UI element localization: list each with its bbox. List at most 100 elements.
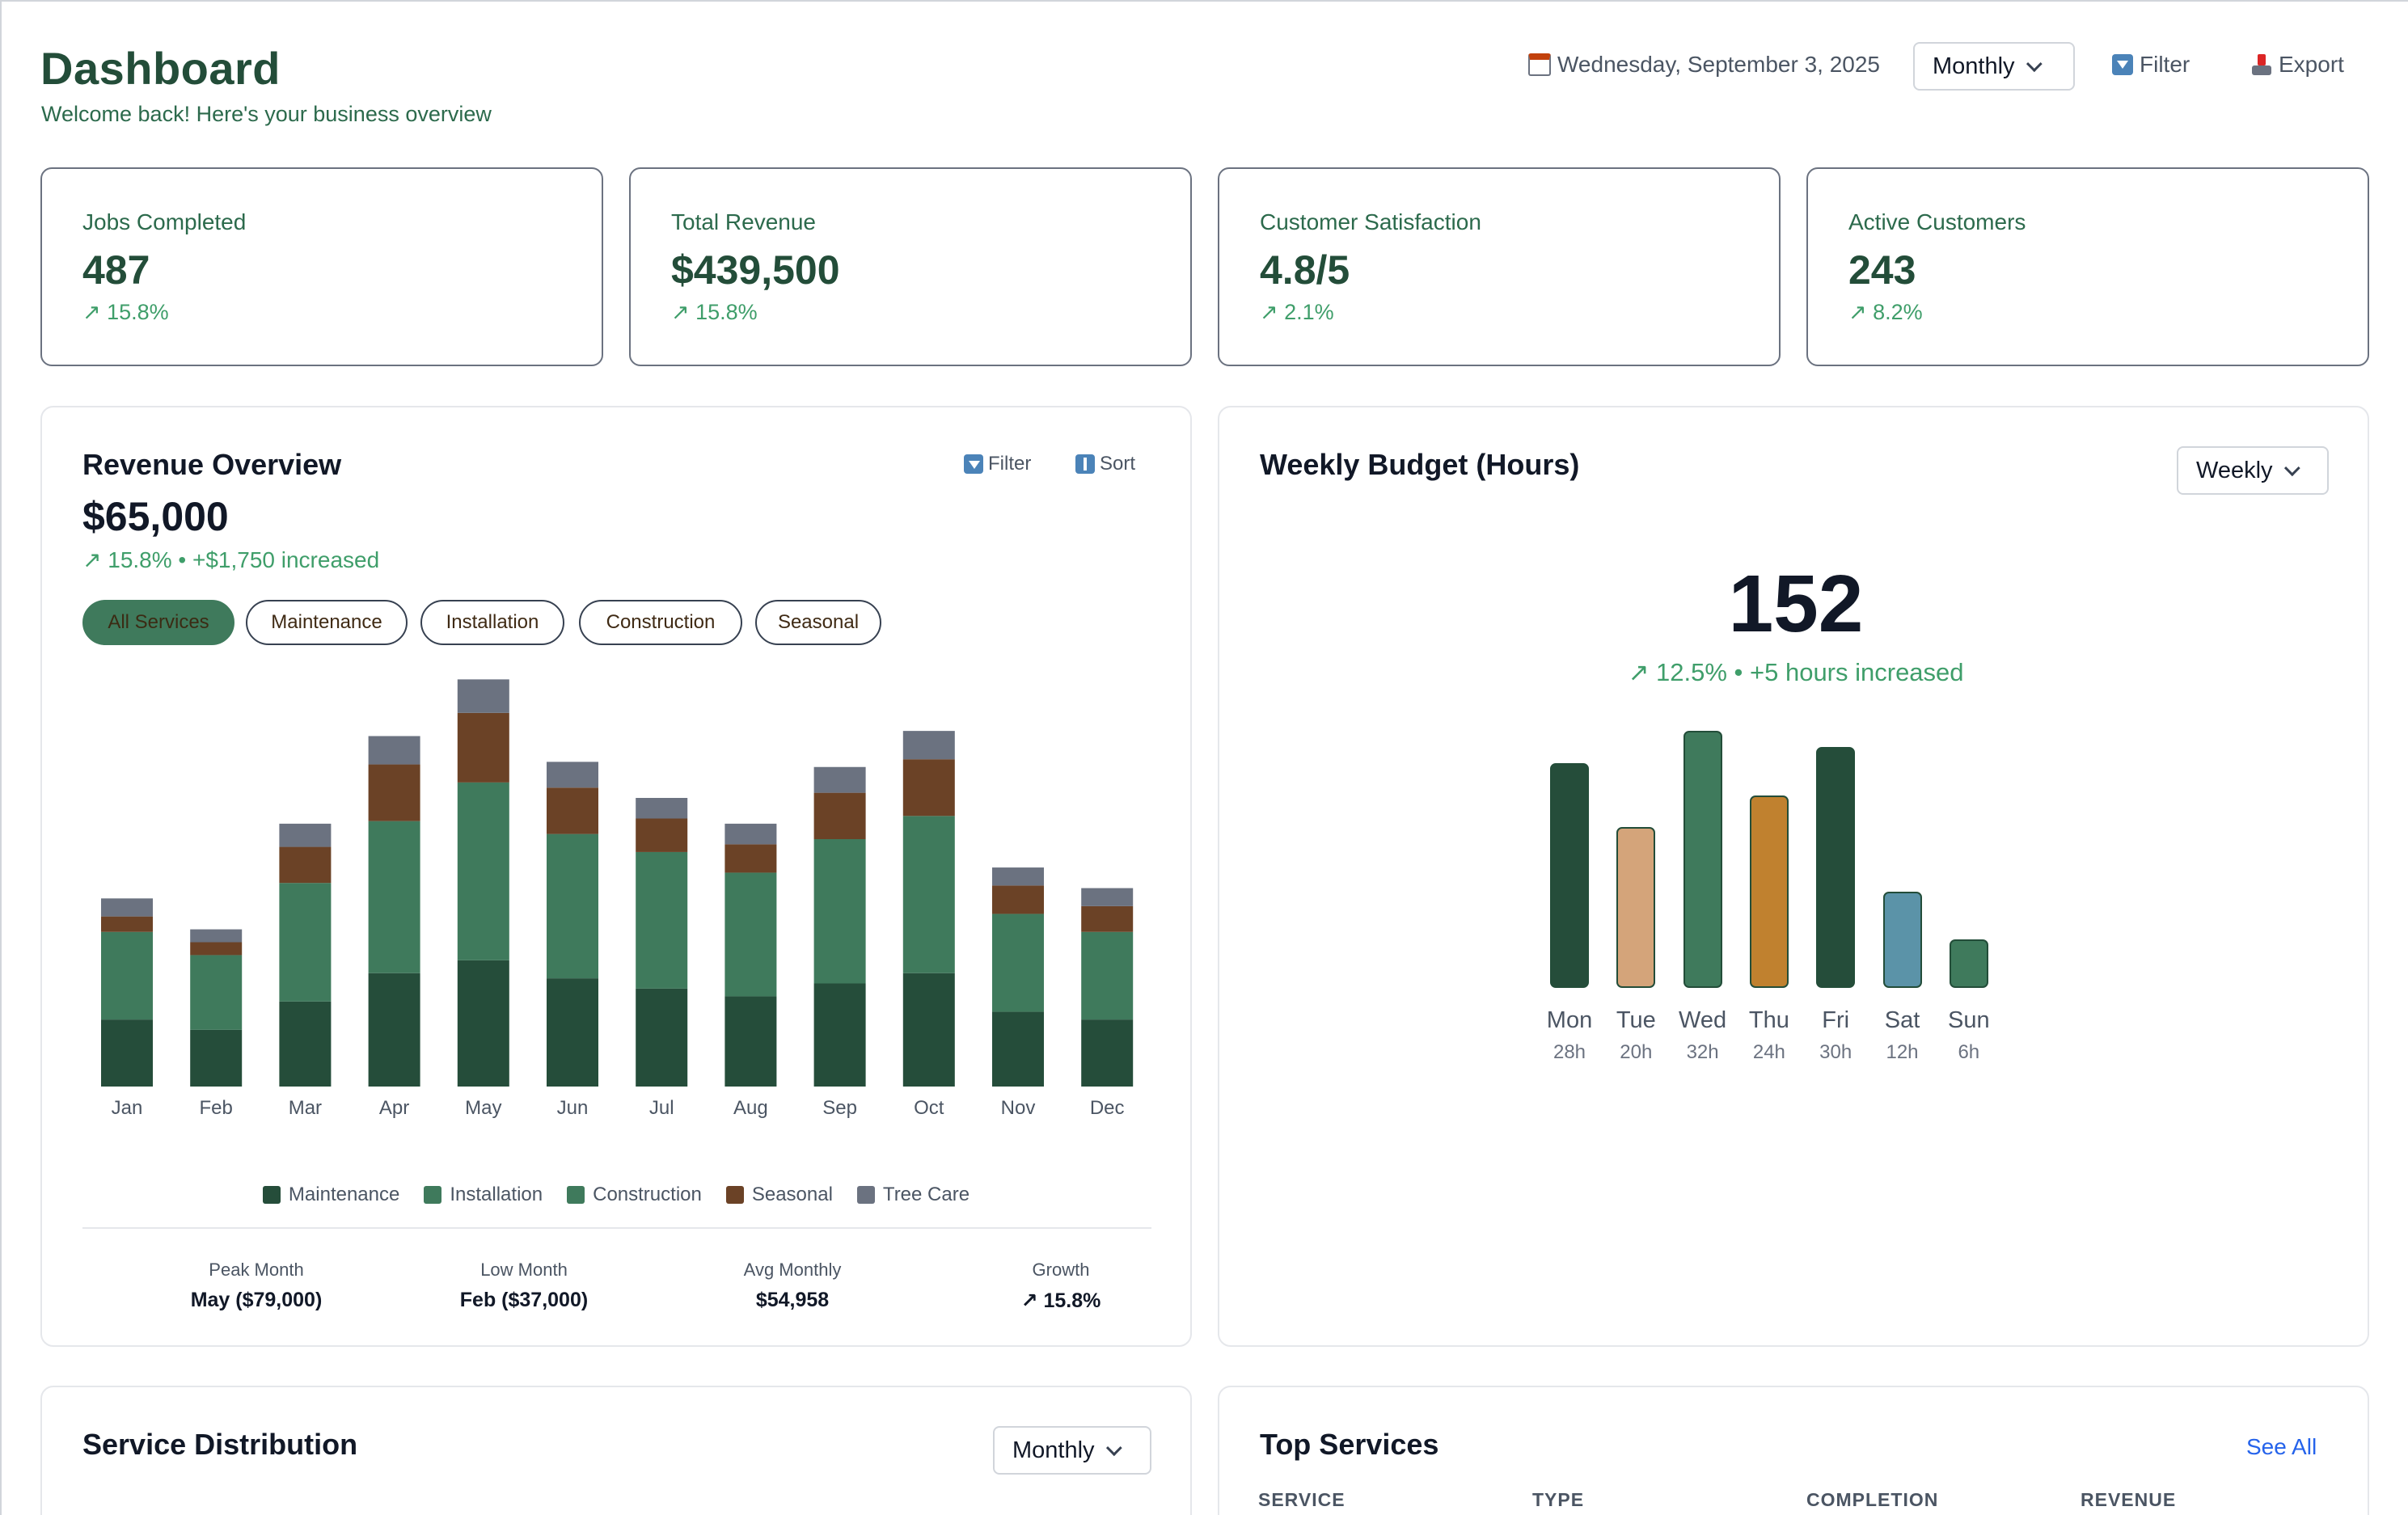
legend-item-seasonal: Seasonal	[725, 1184, 833, 1206]
bar-apr-maintenance[interactable]	[368, 973, 420, 1087]
bar-may-installation[interactable]	[457, 782, 509, 960]
x-tick-label: Apr	[379, 1097, 409, 1119]
bar-nov-maintenance[interactable]	[992, 1011, 1044, 1087]
bar-aug-tree-care[interactable]	[725, 823, 777, 845]
bar-sep-tree-care[interactable]	[813, 766, 866, 793]
bar-apr-installation[interactable]	[368, 821, 420, 973]
weekly-day-label: Thu	[1748, 1007, 1789, 1033]
x-tick-label: Sep	[822, 1097, 857, 1119]
bar-mar-installation[interactable]	[279, 883, 332, 1002]
weekly-bar-tue[interactable]	[1616, 827, 1656, 988]
legend-label: Maintenance	[288, 1184, 400, 1205]
export-icon	[2251, 54, 2272, 75]
bar-dec-seasonal[interactable]	[1081, 905, 1134, 932]
distribution-period-dropdown[interactable]: Monthly	[993, 1426, 1151, 1475]
legend-swatch	[725, 1186, 744, 1204]
weekly-bar-fri[interactable]	[1816, 746, 1856, 988]
tab-seasonal[interactable]: Seasonal	[755, 600, 881, 645]
column-header-completion[interactable]: COMPLETION	[1806, 1489, 1939, 1510]
bar-jun-installation[interactable]	[547, 833, 598, 979]
tab-maintenance[interactable]: Maintenance	[246, 600, 408, 645]
bar-mar-maintenance[interactable]	[279, 1001, 332, 1087]
sort-icon	[1075, 454, 1095, 474]
weekly-hours-label: 32h	[1686, 1041, 1719, 1063]
weekly-bar-sun[interactable]	[1949, 939, 1988, 988]
bar-may-tree-care[interactable]	[457, 679, 509, 713]
kpi-label: Total Revenue	[671, 209, 817, 234]
kpi-card-total-revenue: Total Revenue $439,500 ↗ 15.8%	[629, 167, 1192, 366]
filter-button-label: Filter	[2140, 52, 2190, 77]
bar-may-maintenance[interactable]	[457, 960, 509, 1087]
bar-feb-installation[interactable]	[190, 955, 243, 1030]
revenue-sort-button[interactable]: Sort	[1075, 453, 1135, 475]
tab-all-services[interactable]: All Services	[82, 600, 234, 645]
weekly-bar-sat[interactable]	[1882, 891, 1922, 988]
bar-sep-seasonal[interactable]	[813, 792, 866, 839]
revenue-filter-button[interactable]: Filter	[964, 453, 1031, 475]
legend-label: Construction	[593, 1184, 702, 1205]
bar-aug-maintenance[interactable]	[725, 996, 777, 1087]
distribution-period-label: Monthly	[1012, 1437, 1095, 1463]
weekly-bar-thu[interactable]	[1749, 795, 1789, 988]
bar-jul-seasonal[interactable]	[636, 818, 688, 852]
see-all-link[interactable]: See All	[2246, 1434, 2317, 1459]
legend-label: Installation	[450, 1184, 543, 1205]
bar-aug-installation[interactable]	[725, 872, 777, 997]
bar-mar-tree-care[interactable]	[279, 823, 332, 847]
bar-oct-seasonal[interactable]	[902, 759, 955, 817]
bar-apr-seasonal[interactable]	[368, 764, 420, 821]
column-header-revenue[interactable]: REVENUE	[2081, 1489, 2177, 1510]
weekly-bar-mon[interactable]	[1550, 762, 1589, 988]
bar-jun-tree-care[interactable]	[547, 762, 598, 788]
bar-feb-seasonal[interactable]	[190, 942, 243, 956]
bar-jul-maintenance[interactable]	[636, 988, 688, 1087]
chevron-down-icon	[2026, 56, 2043, 73]
tab-installation[interactable]: Installation	[420, 600, 564, 645]
kpi-card-customer-satisfaction: Customer Satisfaction 4.8/5 ↗ 2.1%	[1218, 167, 1781, 366]
bar-jun-maintenance[interactable]	[547, 978, 598, 1087]
bar-feb-maintenance[interactable]	[190, 1029, 243, 1087]
bar-dec-tree-care[interactable]	[1081, 888, 1134, 906]
bar-jun-seasonal[interactable]	[547, 787, 598, 834]
bar-jul-tree-care[interactable]	[636, 798, 688, 819]
bar-jan-tree-care[interactable]	[101, 898, 153, 917]
legend-swatch	[856, 1186, 875, 1204]
bar-jul-installation[interactable]	[636, 851, 688, 989]
weekly-bar-wed[interactable]	[1683, 731, 1722, 988]
bar-dec-maintenance[interactable]	[1081, 1019, 1134, 1087]
stat-value: ↗ 15.8%	[1020, 1289, 1101, 1312]
period-dropdown[interactable]: Monthly	[1913, 42, 2075, 91]
bar-may-seasonal[interactable]	[457, 712, 509, 783]
bar-oct-tree-care[interactable]	[902, 731, 955, 760]
stat-value: Feb ($37,000)	[459, 1289, 589, 1311]
revenue-value: $65,000	[82, 494, 229, 539]
revenue-chart-legend: Maintenance Installation Construction Se…	[42, 1184, 1190, 1206]
revenue-stacked-bar-chart: Jan Feb Mar Apr May Jun Jul Aug Sep Oct Nov Dec	[101, 679, 1134, 1119]
bar-jan-maintenance[interactable]	[101, 1019, 153, 1087]
bar-nov-installation[interactable]	[992, 914, 1044, 1012]
column-header-type[interactable]: TYPE	[1532, 1489, 1585, 1510]
bar-jan-seasonal[interactable]	[101, 916, 153, 932]
weekly-period-dropdown[interactable]: Weekly	[2177, 446, 2329, 495]
bar-oct-installation[interactable]	[902, 816, 955, 973]
column-header-service[interactable]: SERVICE	[1258, 1489, 1346, 1510]
bar-feb-tree-care[interactable]	[190, 929, 243, 943]
bar-aug-seasonal[interactable]	[725, 844, 777, 873]
weekly-hours-change: ↗ 12.5% • +5 hours increased	[1628, 658, 1964, 686]
bar-dec-installation[interactable]	[1081, 931, 1134, 1020]
stat-low-month: Low Month Feb ($37,000)	[387, 1260, 661, 1312]
bar-sep-installation[interactable]	[813, 839, 866, 984]
stat-label: Avg Monthly	[743, 1260, 842, 1280]
bar-apr-tree-care[interactable]	[368, 736, 420, 765]
filter-button[interactable]: Filter	[2112, 52, 2190, 78]
x-tick-label: Aug	[733, 1097, 768, 1119]
tab-construction[interactable]: Construction	[579, 600, 742, 645]
bar-oct-maintenance[interactable]	[902, 973, 955, 1087]
x-tick-label: Feb	[200, 1097, 233, 1119]
bar-mar-seasonal[interactable]	[279, 846, 332, 884]
bar-nov-tree-care[interactable]	[992, 867, 1044, 886]
bar-sep-maintenance[interactable]	[813, 983, 866, 1087]
bar-jan-installation[interactable]	[101, 931, 153, 1020]
export-button[interactable]: Export	[2251, 52, 2344, 78]
bar-nov-seasonal[interactable]	[992, 885, 1044, 914]
